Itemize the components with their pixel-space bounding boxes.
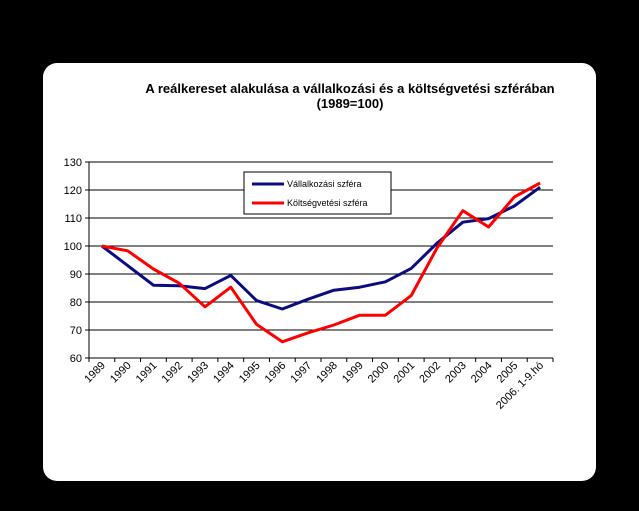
x-tick-label: 1991 [134,360,160,386]
x-tick-label: 1994 [211,360,237,386]
y-tick-label: 130 [64,157,82,169]
x-tick-label: 1990 [108,360,134,386]
x-tick-label: 2004 [469,360,495,386]
chart: A reálkereset alakulása a vállalkozási é… [64,81,555,412]
x-tick-label: 1999 [340,360,366,386]
series-lines [100,181,541,344]
x-tick-label: 1993 [185,360,211,386]
y-tick-label: 120 [64,185,82,197]
legend-box [243,171,392,215]
chart-title: A reálkereset alakulása a vállalkozási é… [145,81,554,96]
x-tick-label: 2002 [417,360,443,386]
x-tick-label: 2006. 1-9.hó [494,360,546,412]
chart-panel: A reálkereset alakulása a vállalkozási é… [43,63,596,481]
series-line-1 [100,185,541,311]
x-tick-label: 1996 [263,360,289,386]
x-tick-label: 1995 [237,360,263,386]
y-tick-label: 100 [64,241,82,253]
y-tick-label: 70 [70,325,82,337]
legend-label: Vállalkozási szféra [287,179,362,189]
x-tick-label: 1998 [314,360,340,386]
y-tick-label: 110 [64,213,82,225]
x-tick-label: 1997 [288,360,314,386]
y-tick-label: 60 [70,353,82,365]
series-line-2 [101,181,541,344]
legend: Vállalkozási szféra Költségvetési szféra [243,171,392,215]
x-tick-label: 2001 [392,360,418,386]
y-tick-label: 90 [70,269,82,281]
x-tick-label: 1992 [160,360,186,386]
grid [89,161,553,359]
x-tick-label: 1989 [82,360,108,386]
x-tick-label: 2003 [443,360,469,386]
legend-label: Költségvetési szféra [287,198,368,208]
x-tick-label: 2000 [366,360,392,386]
y-tick-label: 80 [70,297,82,309]
chart-subtitle: (1989=100) [317,96,384,111]
